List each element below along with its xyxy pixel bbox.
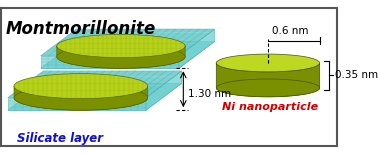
Text: Ni nanoparticle: Ni nanoparticle — [222, 102, 318, 112]
Ellipse shape — [216, 79, 320, 97]
Polygon shape — [14, 86, 148, 110]
Polygon shape — [179, 29, 214, 68]
Ellipse shape — [14, 74, 148, 99]
Polygon shape — [146, 71, 181, 110]
Polygon shape — [8, 83, 181, 110]
Polygon shape — [57, 46, 185, 68]
Polygon shape — [216, 63, 320, 97]
Ellipse shape — [57, 34, 185, 58]
Polygon shape — [8, 71, 181, 98]
Text: Silicate layer: Silicate layer — [17, 133, 103, 145]
Text: Montmorillonite: Montmorillonite — [6, 20, 156, 38]
Polygon shape — [41, 29, 214, 56]
Text: 1.30 nm: 1.30 nm — [188, 89, 231, 99]
Text: 0.6 nm: 0.6 nm — [271, 26, 308, 36]
Ellipse shape — [14, 85, 148, 110]
Polygon shape — [41, 56, 179, 68]
Ellipse shape — [57, 45, 185, 68]
Ellipse shape — [216, 54, 320, 72]
Polygon shape — [8, 98, 146, 110]
Text: 0.35 nm: 0.35 nm — [335, 70, 378, 80]
Polygon shape — [41, 42, 214, 68]
